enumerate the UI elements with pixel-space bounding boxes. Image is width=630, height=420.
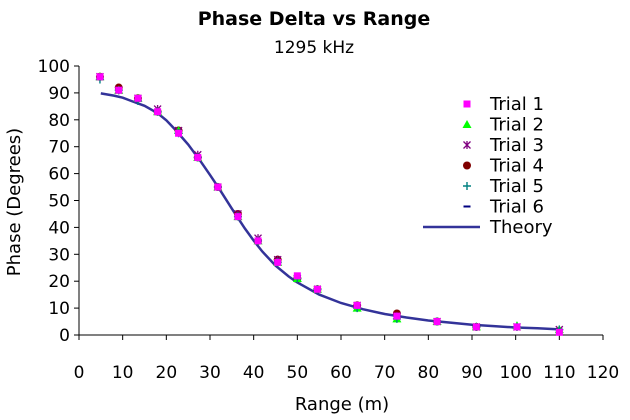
legend-swatch [463, 161, 471, 170]
series-trial-1 [96, 73, 563, 336]
y-tick-label: 70 [48, 138, 70, 158]
data-point [175, 129, 183, 137]
data-point [433, 318, 441, 326]
legend-label: Trial 6 [489, 197, 544, 218]
legend-box [418, 86, 570, 239]
data-point [154, 108, 162, 116]
data-point [293, 272, 301, 280]
data-point [555, 328, 563, 336]
chart-title: Phase Delta vs Range [198, 8, 431, 30]
data-point [115, 86, 123, 94]
y-tick-label: 40 [48, 218, 70, 238]
data-point [513, 323, 521, 331]
data-point [313, 285, 321, 293]
legend-label: Trial 4 [489, 156, 544, 177]
data-point [234, 213, 242, 221]
data-point [254, 237, 262, 245]
x-tick-label: 40 [243, 363, 265, 383]
x-tick-label: 90 [461, 363, 483, 383]
marker-layer [95, 72, 564, 336]
legend-label: Trial 2 [489, 115, 544, 136]
legend-label: Theory [489, 217, 553, 238]
legend-label: Trial 3 [489, 135, 544, 156]
legend-label: Trial 5 [489, 176, 544, 197]
legend-swatch [463, 100, 471, 108]
data-point [134, 94, 142, 102]
axes [74, 65, 604, 340]
x-axis-label: Range (m) [295, 394, 389, 415]
x-tick-label: 80 [418, 363, 440, 383]
x-tick-label: 50 [287, 363, 309, 383]
y-tick-label: 90 [48, 84, 70, 104]
y-tick-label: 30 [48, 245, 70, 265]
x-tick-label: 110 [543, 363, 575, 383]
data-point [214, 183, 222, 191]
legend-swatch [463, 205, 471, 208]
data-point [393, 312, 401, 320]
data-point [274, 258, 282, 266]
legend-label: Trial 1 [489, 94, 544, 115]
x-tick-label: 70 [374, 363, 396, 383]
y-tick-label: 0 [59, 326, 70, 346]
data-point [472, 323, 480, 331]
y-tick-label: 10 [48, 299, 70, 319]
data-point [353, 301, 361, 309]
y-tick-label: 60 [48, 165, 70, 185]
y-tick-label: 100 [38, 57, 70, 77]
y-tick-label: 80 [48, 111, 70, 131]
y-tick-label: 20 [48, 272, 70, 292]
data-point [96, 73, 104, 81]
data-point [194, 153, 202, 161]
x-tick-label: 20 [156, 363, 178, 383]
x-tick-labels: 0 10 20 30 40 50 60 70 80 90 100 110 120 [74, 363, 620, 383]
x-tick-label: 0 [74, 363, 85, 383]
legend-swatch [463, 141, 471, 149]
x-tick-label: 60 [330, 363, 352, 383]
chart-subtitle: 1295 kHz [274, 38, 354, 58]
x-tick-label: 30 [199, 363, 221, 383]
x-tick-label: 100 [499, 363, 531, 383]
y-axis-label: Phase (Degrees) [4, 128, 25, 276]
y-tick-label: 50 [48, 192, 70, 212]
legend-swatch [462, 120, 472, 128]
x-tick-label: 10 [112, 363, 134, 383]
y-tick-labels: 0 10 20 30 40 50 60 70 80 90 100 [38, 57, 70, 346]
x-tick-label: 120 [587, 363, 619, 383]
legend-swatch [463, 182, 471, 190]
